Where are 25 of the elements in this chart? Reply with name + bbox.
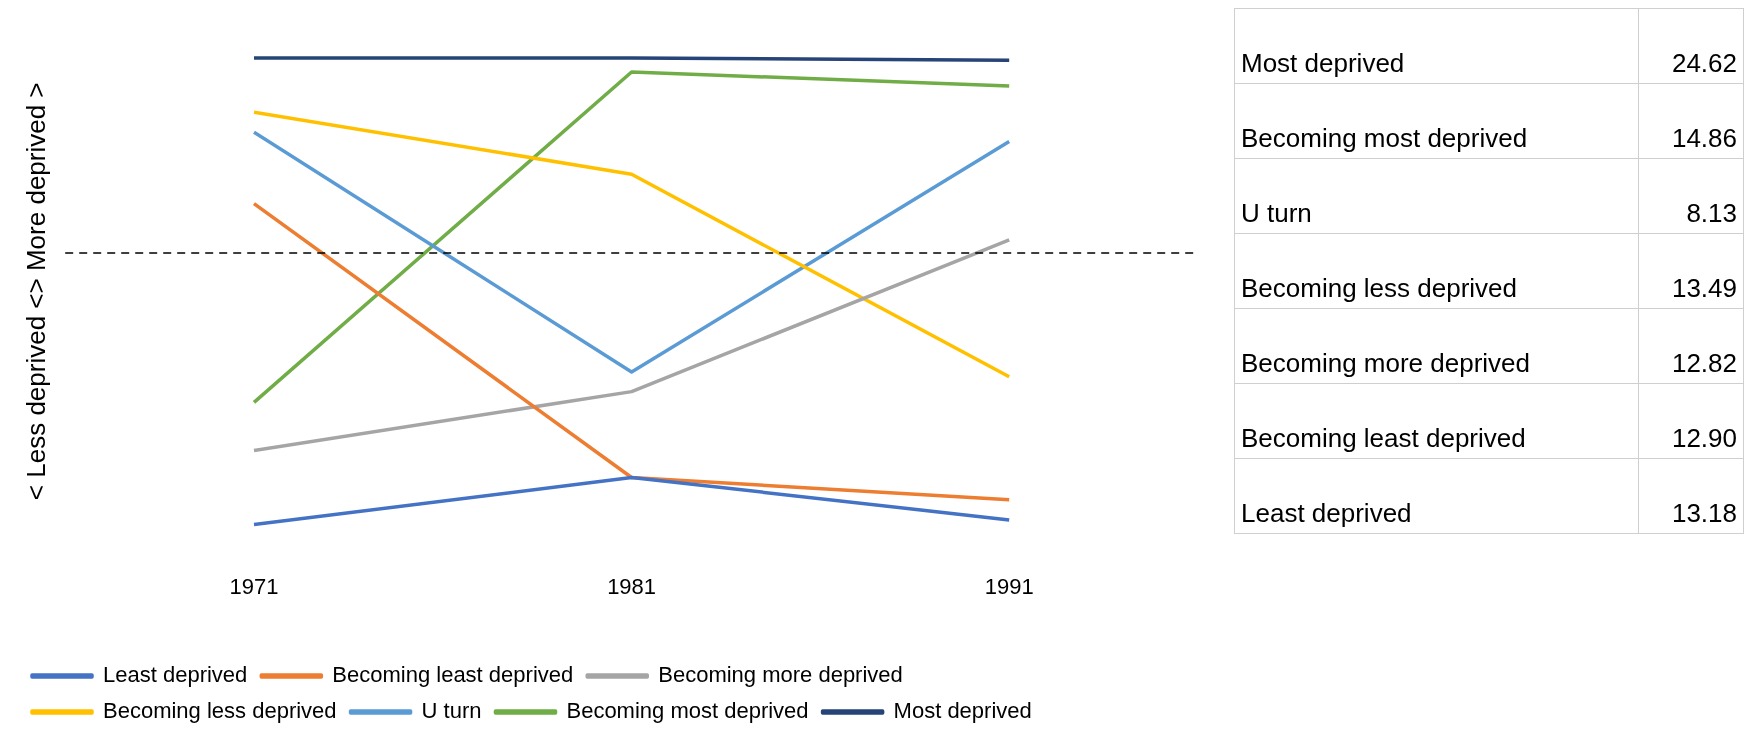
- text: 13.18: [1671, 498, 1737, 528]
- legend-label: Becoming least deprived: [332, 662, 574, 688]
- legend-label: Becoming less deprived: [103, 698, 337, 724]
- category-label: Becoming most deprived: [1234, 83, 1639, 159]
- category-label: Most deprived: [1234, 8, 1639, 84]
- legend-label: Most deprived: [893, 698, 1032, 724]
- text: 12.82: [1671, 348, 1737, 378]
- x-tick-label: 1991: [984, 573, 1034, 599]
- text: 24.62: [1671, 48, 1737, 78]
- category-label: Least deprived: [1234, 458, 1639, 534]
- x-tick-label: 1981: [607, 573, 657, 599]
- y-axis-title: < Less deprived <> More deprived >: [20, 82, 51, 501]
- category-label: Becoming least deprived: [1234, 383, 1639, 459]
- text: 8.13: [1686, 198, 1737, 228]
- category-label: U turn: [1234, 158, 1639, 234]
- text: 13.49: [1671, 273, 1737, 303]
- category-label: Becoming more deprived: [1234, 308, 1639, 384]
- category-label: Becoming less deprived: [1234, 233, 1639, 309]
- legend-label: U turn: [421, 698, 482, 724]
- text: 12.90: [1671, 423, 1737, 453]
- legend-label: Becoming more deprived: [658, 662, 903, 688]
- x-tick-label: 1971: [229, 573, 279, 599]
- legend-label: Least deprived: [103, 662, 248, 688]
- legend-label: Becoming most deprived: [566, 698, 809, 724]
- text: 14.86: [1671, 123, 1737, 153]
